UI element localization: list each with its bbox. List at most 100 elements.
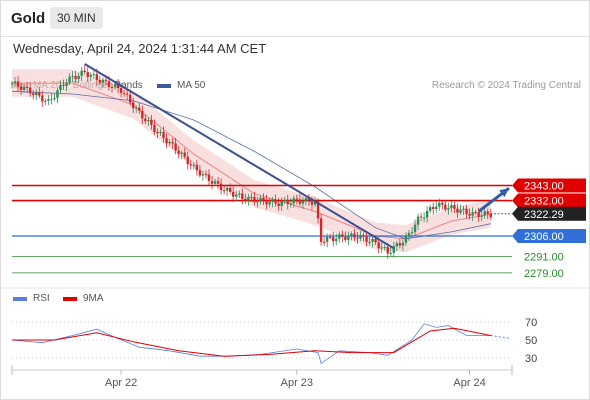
candle-body <box>286 199 289 204</box>
candle-body <box>207 174 211 181</box>
candle-body <box>159 131 162 133</box>
candle-body <box>392 246 396 253</box>
candle-body <box>71 76 74 78</box>
candle-body <box>377 242 380 249</box>
candle-body <box>171 141 174 144</box>
candle-body <box>189 164 192 166</box>
candle-body <box>107 81 111 87</box>
candle-body <box>322 241 326 243</box>
candle-body <box>325 236 329 242</box>
candle-body <box>50 98 53 100</box>
level-tag-pointer-2306.00 <box>512 229 518 244</box>
candle-body <box>25 87 29 89</box>
candle-body <box>95 74 99 80</box>
candle-body <box>247 196 250 201</box>
candle-body <box>13 81 17 84</box>
rsi-tick-label: 30 <box>525 353 537 365</box>
candle-body <box>383 247 386 249</box>
projection-arrow-head <box>499 188 509 198</box>
candle-body <box>335 238 338 242</box>
candle-body <box>344 236 347 240</box>
candle-body <box>165 138 168 144</box>
candle-body <box>250 196 253 198</box>
candle-body <box>144 118 147 122</box>
candle-body <box>274 199 277 204</box>
candle-body <box>62 85 65 87</box>
candle-body <box>395 243 399 247</box>
candle-body <box>359 235 362 239</box>
candle-body <box>44 100 47 102</box>
candle-body <box>177 150 180 154</box>
level-tag-2322.29 <box>518 206 586 221</box>
candle-body <box>47 99 50 101</box>
level-tag-pointer-2343.00 <box>512 178 518 193</box>
candle-body <box>183 152 186 157</box>
candle-body <box>68 76 71 83</box>
candle-body <box>292 198 296 204</box>
candle-body <box>268 201 271 205</box>
candle-body <box>350 233 353 237</box>
candle-body <box>53 97 56 99</box>
candle-body <box>92 74 96 76</box>
candle-body <box>77 75 80 80</box>
candle-body <box>198 170 202 176</box>
x-tick-label: Apr 24 <box>453 377 485 389</box>
candle-body <box>125 93 129 95</box>
candle-body <box>80 70 83 76</box>
candle-body <box>374 238 377 243</box>
level-tag-pointer-2322.29 <box>512 206 518 221</box>
candle-body <box>468 213 471 216</box>
candle-body <box>450 205 453 209</box>
candle-body <box>41 95 44 102</box>
ma20-line <box>12 82 491 240</box>
candle-body <box>398 243 402 246</box>
candle-body <box>319 218 323 242</box>
timeframe-badge[interactable]: 30 MIN <box>50 7 103 29</box>
level-label-2343.00: 2343.00 <box>524 181 564 193</box>
candle-body <box>341 234 344 237</box>
candle-body <box>353 233 356 238</box>
candle-body <box>238 193 241 195</box>
candle-body <box>241 193 244 199</box>
candle-body <box>301 201 305 204</box>
candle-body <box>28 87 32 94</box>
candle-body <box>265 200 268 205</box>
ma50-legend-label: MA 50 <box>177 80 206 91</box>
candle-body <box>32 93 35 95</box>
candle-body <box>441 202 444 205</box>
candle-body <box>101 79 105 83</box>
candle-body <box>86 72 89 77</box>
candle-body <box>74 76 77 80</box>
level-label-2279.00: 2279.00 <box>524 268 564 280</box>
candle-body <box>310 201 314 205</box>
candle-body <box>422 217 426 219</box>
candle-body <box>216 181 220 184</box>
candle-body <box>135 107 138 109</box>
rsi-projection <box>490 335 510 339</box>
candle-body <box>401 242 405 246</box>
candle-body <box>150 120 153 125</box>
candle-body <box>98 79 102 83</box>
candle-body <box>283 199 286 202</box>
symbol-label: Gold <box>11 10 46 27</box>
candle-body <box>368 241 371 243</box>
candle-body <box>138 107 141 111</box>
candle-body <box>419 216 423 218</box>
candle-body <box>486 211 489 214</box>
candle-body <box>474 212 477 214</box>
candle-body <box>280 201 283 207</box>
candle-body <box>356 237 359 239</box>
candle-body <box>162 131 165 139</box>
candle-body <box>10 83 14 85</box>
candle-body <box>462 208 465 210</box>
candle-body <box>19 86 23 90</box>
candle-body <box>168 141 171 144</box>
candle-body <box>156 132 159 134</box>
candle-body <box>235 194 238 197</box>
x-tick-label: Apr 22 <box>105 377 137 389</box>
candle-body <box>59 85 62 91</box>
candle-body <box>413 224 417 233</box>
level-label-2332.00: 2332.00 <box>524 196 564 208</box>
rsi-ma9-line <box>12 327 491 357</box>
candle-body <box>483 211 486 216</box>
